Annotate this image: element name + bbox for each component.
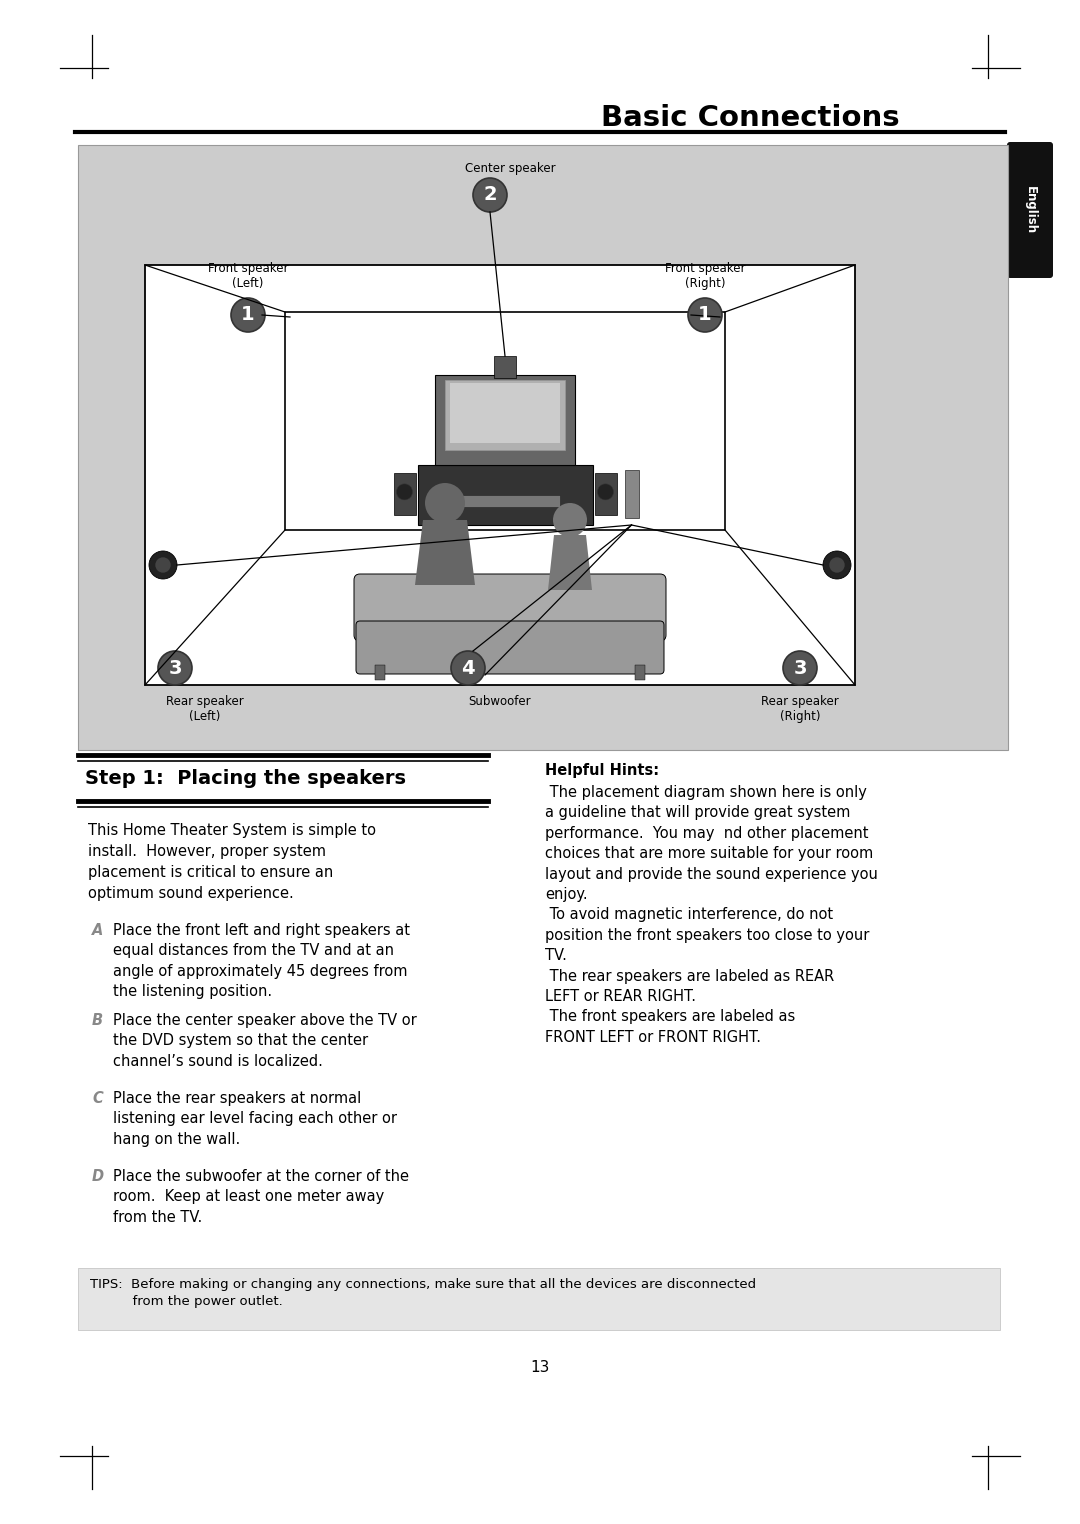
Circle shape	[553, 503, 588, 536]
Text: Front speaker
(Left): Front speaker (Left)	[207, 262, 288, 290]
Circle shape	[426, 483, 465, 523]
Circle shape	[829, 558, 845, 573]
Text: Place the front left and right speakers at
equal distances from the TV and at an: Place the front left and right speakers …	[113, 924, 410, 1000]
Circle shape	[688, 299, 723, 332]
Text: A: A	[92, 924, 104, 937]
Text: 1: 1	[241, 305, 255, 325]
Text: 3: 3	[793, 658, 807, 678]
Circle shape	[597, 485, 613, 500]
Bar	[145, 265, 855, 684]
Circle shape	[158, 651, 192, 684]
Text: 2: 2	[483, 186, 497, 204]
Text: Place the rear speakers at normal
listening ear level facing each other or
hang : Place the rear speakers at normal listen…	[113, 1091, 397, 1146]
Bar	[494, 357, 516, 378]
Text: B: B	[92, 1013, 103, 1029]
Circle shape	[156, 558, 171, 573]
Text: Front speaker
(Right): Front speaker (Right)	[665, 262, 745, 290]
Text: The placement diagram shown here is only
a guideline that will provide great sys: The placement diagram shown here is only…	[545, 785, 878, 1045]
Bar	[78, 1268, 1000, 1330]
FancyBboxPatch shape	[356, 620, 664, 674]
Circle shape	[823, 552, 851, 579]
Text: 1: 1	[698, 305, 712, 325]
Text: Helpful Hints:: Helpful Hints:	[545, 764, 659, 777]
Text: C: C	[92, 1091, 103, 1106]
Text: Subwoofer: Subwoofer	[469, 695, 531, 709]
Text: 4: 4	[461, 658, 475, 678]
Polygon shape	[415, 520, 475, 585]
Bar	[375, 664, 384, 680]
FancyBboxPatch shape	[1007, 142, 1053, 277]
Bar	[445, 379, 565, 450]
Text: Rear speaker
(Right): Rear speaker (Right)	[761, 695, 839, 722]
Text: Place the subwoofer at the corner of the
room.  Keep at least one meter away
fro: Place the subwoofer at the corner of the…	[113, 1169, 409, 1225]
Bar	[78, 145, 1008, 750]
Text: Step 1:  Placing the speakers: Step 1: Placing the speakers	[85, 770, 406, 788]
Text: Center speaker: Center speaker	[464, 162, 555, 175]
Text: D: D	[92, 1169, 104, 1184]
Text: Place the center speaker above the TV or
the DVD system so that the center
chann: Place the center speaker above the TV or…	[113, 1013, 417, 1068]
Circle shape	[149, 552, 177, 579]
Polygon shape	[548, 535, 592, 590]
FancyBboxPatch shape	[354, 575, 666, 642]
Text: Rear speaker
(Left): Rear speaker (Left)	[166, 695, 244, 722]
Text: English: English	[1024, 186, 1037, 235]
Bar	[450, 495, 561, 507]
Bar	[285, 312, 725, 530]
Bar	[435, 375, 575, 465]
Bar	[393, 472, 416, 515]
Circle shape	[473, 178, 507, 212]
Text: 13: 13	[530, 1359, 550, 1375]
Circle shape	[451, 651, 485, 684]
Circle shape	[231, 299, 265, 332]
Text: Basic Connections: Basic Connections	[600, 104, 900, 133]
Text: 3: 3	[168, 658, 181, 678]
Bar	[624, 469, 638, 518]
Circle shape	[396, 485, 413, 500]
Text: TIPS:  Before making or changing any connections, make sure that all the devices: TIPS: Before making or changing any conn…	[90, 1279, 756, 1308]
Bar	[635, 664, 645, 680]
Bar	[594, 472, 617, 515]
Circle shape	[783, 651, 816, 684]
Bar	[418, 465, 593, 524]
Bar	[450, 383, 561, 443]
Text: This Home Theater System is simple to
install.  However, proper system
placement: This Home Theater System is simple to in…	[87, 823, 376, 901]
